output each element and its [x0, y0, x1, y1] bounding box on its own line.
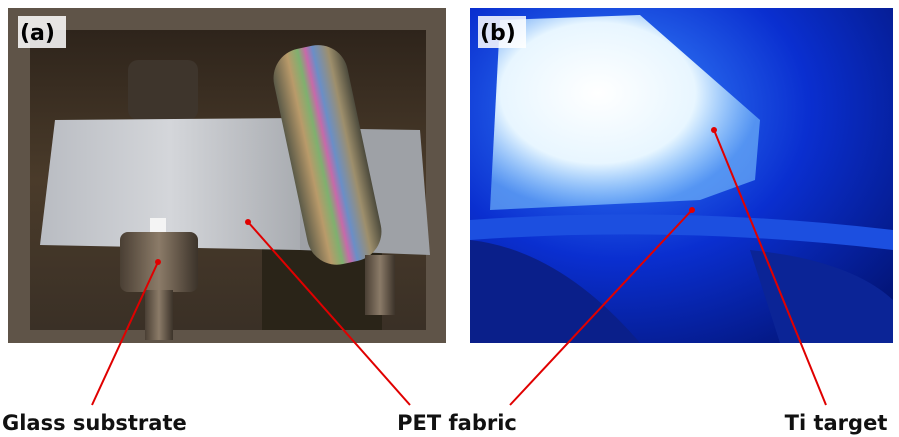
pointer-dot: [155, 259, 161, 265]
annotation: PET fabric: [397, 411, 517, 435]
annotation: Glass substrate: [2, 411, 187, 435]
fabric: [40, 118, 300, 250]
holder-post: [145, 290, 173, 340]
pointer-dot: [245, 219, 251, 225]
pointer-dot: [689, 207, 695, 213]
annotation: Ti target: [785, 411, 888, 435]
page: (a) (b) Glass substrate PET fabric Ti ta…: [0, 0, 899, 437]
pointer-dot: [711, 127, 717, 133]
photo-a: (a): [8, 8, 446, 343]
glass-substrate: [150, 218, 166, 232]
figure: (a) (b) Glass substrate PET fabric Ti ta…: [0, 0, 899, 437]
roller-mount: [128, 60, 198, 120]
panel-label: (b): [480, 21, 516, 46]
panel-label: (a): [20, 21, 55, 46]
drum-axle: [365, 255, 395, 315]
photo-b: (b): [470, 8, 893, 343]
